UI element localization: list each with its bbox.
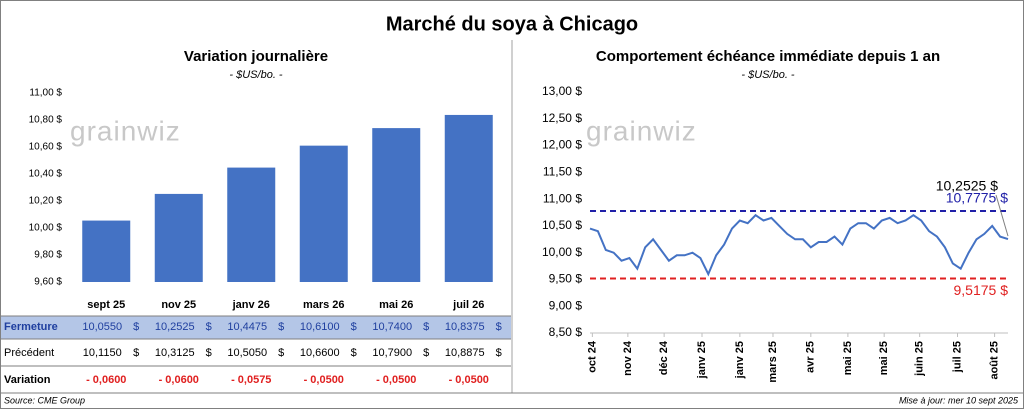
label-leader [995,194,1009,237]
table-unit: $ [133,347,139,359]
updated: Mise à jour: mer 10 sept 2025 [899,395,1019,405]
x-tick-label: janv 25 [696,341,708,379]
row-label: Fermeture [4,321,58,333]
y-tick-label: 10,60 $ [29,142,63,153]
x-tick-label: mai 25 [842,341,854,375]
reference-label: 9,5175 $ [954,282,1009,298]
y-tick-label: 11,50 $ [543,165,582,179]
table-unit: $ [206,347,212,359]
table-cell: - 0,0500 [376,374,416,386]
x-tick-label: oct 24 [586,340,598,373]
x-tick-label: mars 26 [303,299,345,311]
x-tick-label: janv 25 [734,341,746,379]
x-tick-label: mars 25 [767,341,779,383]
table-cell: - 0,0500 [304,374,344,386]
y-tick-label: 10,00 $ [29,223,63,234]
y-tick-label: 11,00 $ [29,88,62,99]
x-tick-label: nov 25 [161,299,196,311]
table-cell: 10,8375 [445,321,485,333]
table-cell: - 0,0600 [159,374,199,386]
y-tick-label: 10,40 $ [29,169,63,180]
row-label: Précédent [4,347,54,359]
row-label: Variation [4,374,51,386]
bar [372,128,421,282]
x-tick-label: janv 26 [232,299,270,311]
table-cell: 10,7900 [372,347,412,359]
table-cell: 10,6600 [300,347,340,359]
table-cell: 10,3125 [155,347,195,359]
x-tick-label: avr 25 [805,341,817,373]
x-tick-label: sept 25 [87,299,125,311]
x-tick-label: nov 24 [622,340,634,376]
table-unit: $ [496,347,502,359]
chart-title: Variation journalière [184,48,328,65]
table-unit: $ [496,321,502,333]
bar [82,220,131,282]
table-cell: 10,1150 [83,347,122,359]
table-cell: 10,0550 [82,321,122,333]
table-cell: - 0,0500 [449,374,489,386]
table-cell: 10,2525 [155,321,195,333]
page-title: Marché du soya à Chicago [386,13,638,35]
source: Source: CME Group [4,395,85,405]
table-cell: 10,8875 [445,347,485,359]
chart-title: Comportement échéance immédiate depuis 1… [596,48,940,65]
x-tick-label: déc 24 [658,340,670,375]
table-unit: $ [206,321,212,333]
x-tick-label: juil 25 [951,341,963,373]
y-tick-label: 8,50 $ [549,325,583,339]
price-line [589,213,1009,277]
y-tick-label: 11,00 $ [543,191,582,205]
table-cell: - 0,0575 [231,374,271,386]
table-unit: $ [278,347,284,359]
table-unit: $ [278,321,284,333]
table-unit: $ [423,347,429,359]
table-cell: 10,4475 [227,321,267,333]
y-tick-label: 12,50 $ [542,111,582,125]
y-tick-label: 9,00 $ [549,298,583,312]
y-tick-label: 9,50 $ [549,272,583,286]
bar [299,145,348,282]
x-tick-label: mai 26 [379,299,413,311]
table-unit: $ [423,321,429,333]
watermark: grainwiz [586,115,697,146]
table-cell: 10,6100 [300,321,340,333]
table-cell: 10,7400 [372,321,412,333]
y-tick-label: 10,20 $ [29,196,63,207]
x-tick-label: août 25 [988,341,1000,380]
watermark: grainwiz [70,115,181,146]
x-tick-label: juil 26 [452,299,484,311]
y-tick-label: 9,80 $ [34,250,62,261]
y-tick-label: 10,80 $ [29,115,63,126]
y-tick-label: 13,00 $ [542,84,582,98]
chart-subtitle: - $US/bo. - [741,69,795,81]
table-cell: - 0,0600 [86,374,126,386]
y-tick-label: 10,50 $ [542,218,582,232]
table-cell: 10,5050 [227,347,267,359]
reference-label: 10,7775 $ [946,190,1008,206]
y-tick-label: 12,00 $ [542,138,582,152]
table-unit: $ [351,321,357,333]
table-unit: $ [351,347,357,359]
bar [227,167,276,282]
bar [154,193,203,282]
x-tick-label: juin 25 [914,341,926,377]
x-tick-label: mai 25 [878,341,890,375]
y-tick-label: 10,00 $ [542,245,582,259]
chart-subtitle: - $US/bo. - [229,69,283,81]
value-label: 10,2525 $ [936,178,998,194]
bar [444,114,493,282]
y-tick-label: 9,60 $ [34,277,62,288]
row-highlight [1,316,511,339]
table-unit: $ [133,321,139,333]
